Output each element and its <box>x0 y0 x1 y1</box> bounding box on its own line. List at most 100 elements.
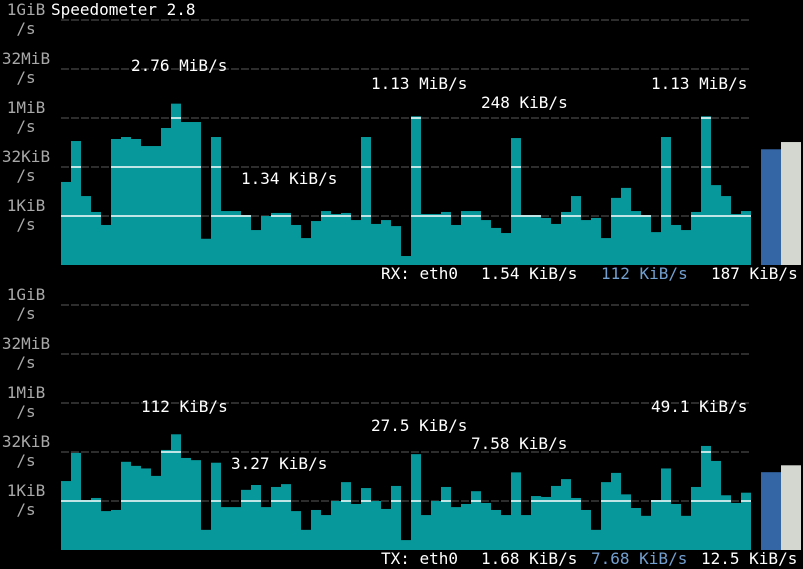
gauge-label: 187 KiB/s <box>711 264 798 283</box>
peak-label: 2.76 MiB/s <box>131 56 228 75</box>
peak-label: 7.58 KiB/s <box>471 434 568 453</box>
bar <box>311 221 321 265</box>
bar <box>651 232 661 265</box>
bar <box>691 211 701 265</box>
bar <box>271 212 281 265</box>
peak-label: 49.1 KiB/s <box>651 397 748 416</box>
bar <box>541 217 551 265</box>
bar <box>141 146 151 265</box>
bar <box>531 496 541 550</box>
bar <box>611 472 621 550</box>
peak-label: 3.27 KiB/s <box>231 454 328 473</box>
bar <box>241 489 251 550</box>
bar <box>291 511 301 550</box>
bar <box>61 481 71 550</box>
bar <box>381 220 391 265</box>
bar <box>381 508 391 550</box>
bar <box>671 224 681 265</box>
bar <box>61 181 71 265</box>
bar <box>541 496 551 550</box>
peak-label: 1.13 MiB/s <box>371 74 468 93</box>
bar <box>271 486 281 550</box>
bar <box>371 501 381 550</box>
bar <box>101 511 111 550</box>
bar <box>411 454 421 550</box>
bar <box>411 116 421 266</box>
bar <box>181 457 191 550</box>
bar <box>481 502 491 550</box>
bar <box>461 211 471 265</box>
y-tick-label: 1GiB /s <box>6 285 46 323</box>
bar <box>401 540 411 550</box>
bar <box>361 488 371 550</box>
y-tick-label: 1KiB /s <box>6 196 46 234</box>
bar <box>701 116 711 266</box>
bar <box>81 196 91 265</box>
bar <box>201 238 211 265</box>
bar <box>371 223 381 265</box>
bar <box>91 211 101 265</box>
bar <box>281 212 291 265</box>
bar <box>331 501 341 550</box>
y-tick-label: 1MiB /s <box>6 98 46 136</box>
bar <box>451 507 461 550</box>
bar <box>391 226 401 265</box>
bar <box>91 497 101 550</box>
peak-label: 1.13 MiB/s <box>651 74 748 93</box>
bar <box>81 500 91 550</box>
peak-label: 1.34 KiB/s <box>241 169 338 188</box>
gauge-bar <box>781 142 801 265</box>
bar <box>421 214 431 265</box>
bar <box>561 211 571 265</box>
bar <box>721 495 731 550</box>
bar <box>621 494 631 550</box>
bar <box>191 460 201 550</box>
y-tick-label: 1GiB /s <box>6 0 46 38</box>
bar <box>511 472 521 550</box>
peak-label: 248 KiB/s <box>481 93 568 112</box>
bar <box>601 482 611 550</box>
bar <box>361 137 371 265</box>
bar <box>681 515 691 550</box>
bar <box>641 215 651 265</box>
bar <box>391 485 401 550</box>
gauge-bar <box>761 472 781 550</box>
bar <box>241 215 251 265</box>
bar <box>401 256 411 265</box>
y-tick-label: 1MiB /s <box>6 383 46 421</box>
bar <box>631 211 641 265</box>
bar <box>141 468 151 550</box>
bar <box>101 224 111 265</box>
bar <box>261 507 271 550</box>
bar <box>501 515 511 550</box>
bar <box>231 507 241 550</box>
peak-label: 27.5 KiB/s <box>371 416 468 435</box>
bar <box>171 103 181 265</box>
bar <box>161 127 171 265</box>
bar <box>451 224 461 265</box>
bar <box>571 196 581 265</box>
bar <box>261 216 271 265</box>
bar <box>661 137 671 265</box>
peak-label: 112 KiB/s <box>141 397 228 416</box>
bar <box>711 185 721 265</box>
y-tick-label: 1KiB /s <box>6 481 46 519</box>
bar <box>341 212 351 265</box>
bar <box>161 449 171 550</box>
bar <box>741 211 751 265</box>
bar <box>111 138 121 265</box>
bar <box>471 491 481 550</box>
bar <box>661 468 671 550</box>
bar <box>481 220 491 265</box>
bar <box>351 503 361 550</box>
bar <box>561 479 571 550</box>
bar <box>131 465 141 550</box>
bar <box>321 515 331 550</box>
bar <box>251 230 261 265</box>
interface-label: TX: eth0 <box>381 549 459 568</box>
bar <box>231 211 241 265</box>
bar <box>131 138 141 265</box>
y-tick-label: 32KiB /s <box>1 147 51 185</box>
bar <box>211 137 221 265</box>
